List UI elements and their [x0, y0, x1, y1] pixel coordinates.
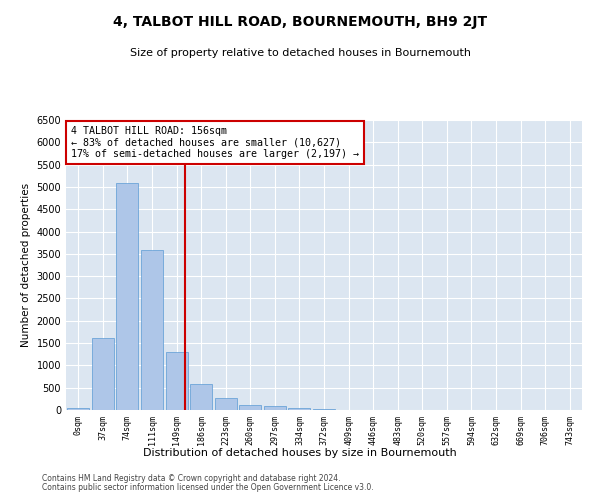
Text: 4 TALBOT HILL ROAD: 156sqm
← 83% of detached houses are smaller (10,627)
17% of : 4 TALBOT HILL ROAD: 156sqm ← 83% of deta…: [71, 126, 359, 159]
Bar: [92, 338, 114, 410]
Y-axis label: Number of detached properties: Number of detached properties: [21, 183, 31, 347]
Text: Contains HM Land Registry data © Crown copyright and database right 2024.: Contains HM Land Registry data © Crown c…: [42, 474, 341, 483]
Text: Size of property relative to detached houses in Bournemouth: Size of property relative to detached ho…: [130, 48, 470, 58]
Bar: [239, 404, 262, 410]
Text: Distribution of detached houses by size in Bournemouth: Distribution of detached houses by size …: [143, 448, 457, 458]
Bar: [215, 398, 237, 410]
Bar: [313, 408, 335, 410]
Bar: [264, 406, 286, 410]
Bar: [190, 384, 212, 410]
Bar: [289, 408, 310, 410]
Bar: [141, 250, 163, 410]
Text: 4, TALBOT HILL ROAD, BOURNEMOUTH, BH9 2JT: 4, TALBOT HILL ROAD, BOURNEMOUTH, BH9 2J…: [113, 15, 487, 29]
Bar: [116, 184, 139, 410]
Bar: [67, 408, 89, 410]
Text: Contains public sector information licensed under the Open Government Licence v3: Contains public sector information licen…: [42, 483, 374, 492]
Bar: [166, 352, 188, 410]
